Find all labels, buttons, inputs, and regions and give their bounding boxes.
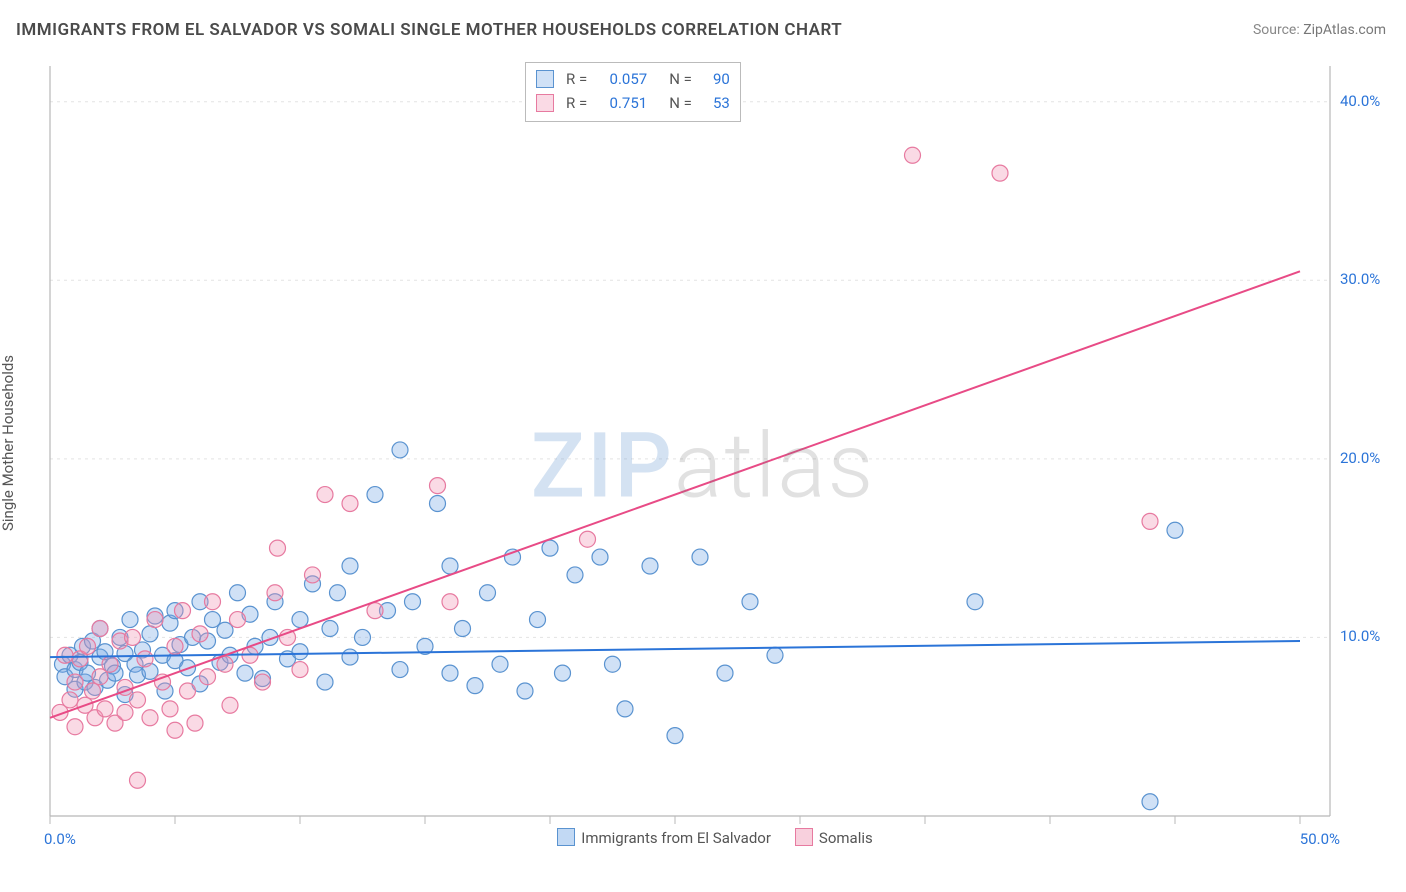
x-tick-label: 50.0% [1260,830,1340,848]
legend-n-value: 90 [700,67,730,91]
source-label: Source: [1253,22,1300,38]
legend-swatch [536,94,554,112]
y-axis-label: Single Mother Households [0,355,17,531]
legend-swatch [557,828,575,846]
chart-container: ZIPatlas Single Mother Households R =0.0… [0,56,1406,876]
source-attribution: Source: ZipAtlas.com [1253,22,1386,38]
legend-r-label: R = [566,67,587,91]
chart-title: IMMIGRANTS FROM EL SALVADOR VS SOMALI SI… [16,20,842,40]
legend-swatch [795,828,813,846]
x-tick-label: 0.0% [44,830,76,848]
series-legend: Immigrants from El Salvador Somalis [0,828,1406,847]
legend-swatch [536,70,554,88]
legend-n-label: N = [669,91,692,115]
legend-series-label: Somalis [819,829,873,847]
y-tick-label: 30.0% [1340,270,1380,288]
y-tick-label: 20.0% [1340,449,1380,467]
stats-legend-row: R = 0.751 N = 53 [536,91,730,115]
legend-r-value: 0.751 [595,91,647,115]
stats-legend: R = 0.057 N = 90 R = 0.751 N = 53 [525,62,741,122]
legend-r-value: 0.057 [595,67,647,91]
legend-n-label: N = [669,67,692,91]
y-tick-label: 40.0% [1340,92,1380,110]
legend-series-label: Immigrants from El Salvador [581,829,771,847]
scatter-chart [0,56,1406,876]
source-value: ZipAtlas.com [1303,22,1386,38]
legend-n-value: 53 [700,91,730,115]
y-tick-label: 10.0% [1340,627,1380,645]
legend-r-label: R = [566,91,587,115]
stats-legend-row: R = 0.057 N = 90 [536,67,730,91]
